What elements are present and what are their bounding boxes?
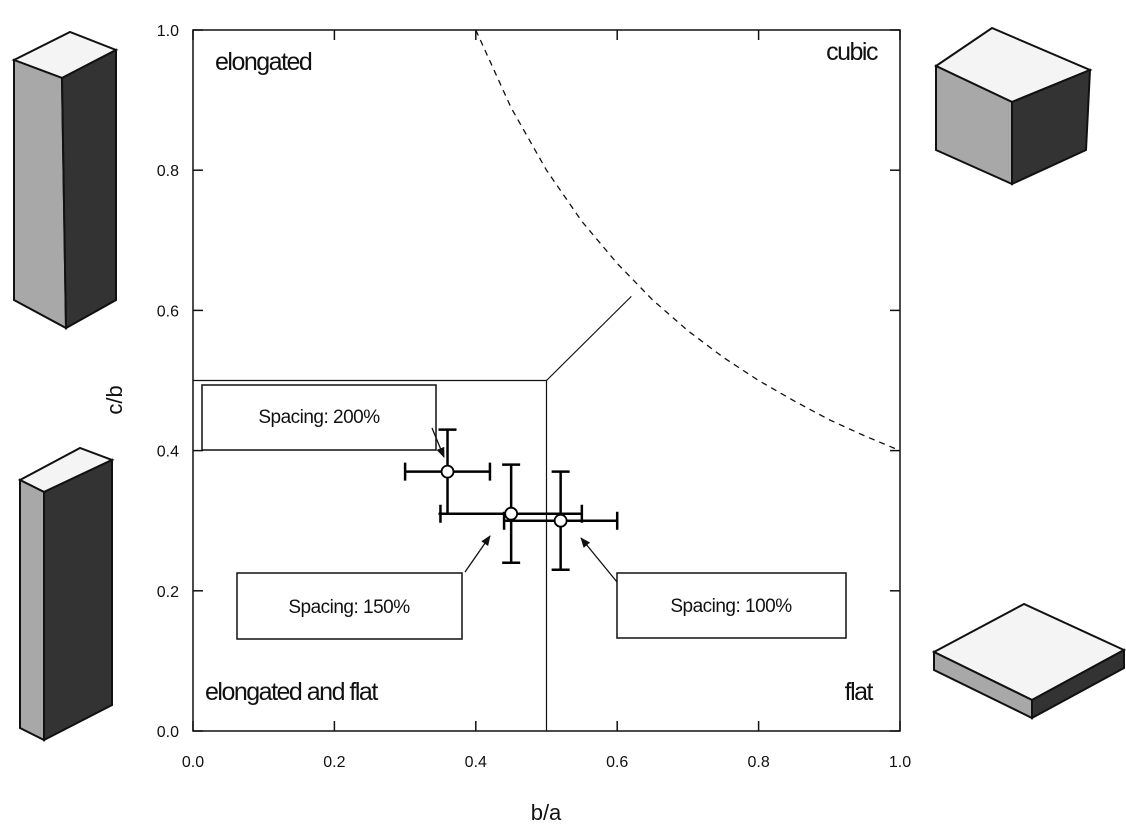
x-tick-label: 0.8 bbox=[747, 754, 769, 771]
region-label: flat bbox=[845, 678, 874, 706]
x-tick-label: 0.6 bbox=[606, 754, 628, 771]
y-tick-label: 0.8 bbox=[157, 163, 179, 180]
callout-arrow bbox=[580, 537, 618, 583]
callout-arrow bbox=[431, 427, 445, 458]
x-tick-label: 0.2 bbox=[323, 754, 345, 771]
prism-cube bbox=[933, 26, 1093, 186]
point bbox=[504, 506, 519, 521]
prism-narrow bbox=[17, 446, 115, 742]
prism-flat bbox=[931, 602, 1126, 720]
callout-box bbox=[201, 384, 437, 451]
point bbox=[440, 464, 455, 479]
region-boundary bbox=[546, 295, 632, 381]
point bbox=[553, 513, 568, 528]
region-label: elongated bbox=[215, 48, 312, 76]
y-axis-label: c/b bbox=[102, 385, 127, 414]
callout-label: Spacing: 150% bbox=[288, 597, 410, 618]
reference-curve bbox=[475, 29, 901, 452]
y-tick-label: 0.4 bbox=[157, 444, 179, 461]
y-tick-label: 0.0 bbox=[157, 724, 179, 741]
prism-tall bbox=[11, 30, 119, 330]
region-label: elongated and flat bbox=[205, 678, 378, 706]
x-tick-label: 0.0 bbox=[182, 754, 204, 771]
y-tick-label: 0.2 bbox=[157, 584, 179, 601]
callout-label: Spacing: 100% bbox=[670, 596, 792, 617]
callout-arrow bbox=[464, 535, 491, 573]
y-tick-label: 0.6 bbox=[157, 303, 179, 320]
region-label: cubic bbox=[826, 38, 878, 66]
y-tick-label: 1.0 bbox=[157, 23, 179, 40]
x-tick-label: 0.4 bbox=[465, 754, 487, 771]
x-axis-label: b/a bbox=[531, 800, 562, 825]
callout-box bbox=[236, 572, 463, 640]
x-tick-label: 1.0 bbox=[889, 754, 911, 771]
callout-label: Spacing: 200% bbox=[258, 407, 380, 428]
callout-box bbox=[616, 572, 847, 639]
